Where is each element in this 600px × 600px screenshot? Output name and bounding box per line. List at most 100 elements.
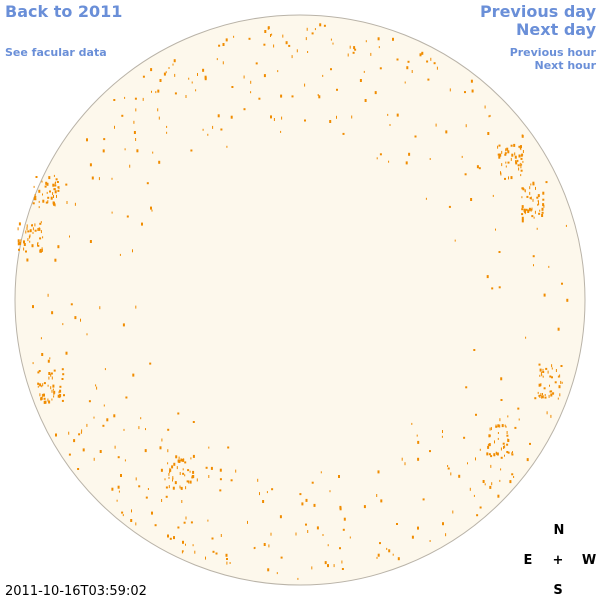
facula-speck: [521, 205, 524, 209]
facula-speck: [534, 397, 537, 400]
facula-speck: [182, 468, 184, 471]
facula-speck: [498, 153, 501, 157]
facula-speck: [504, 445, 506, 449]
facula-speck: [57, 186, 60, 189]
facula-speck: [158, 116, 160, 120]
facula-speck: [178, 460, 181, 463]
facula-speck: [560, 380, 562, 384]
next-hour-link[interactable]: Next hour: [535, 59, 597, 72]
facula-speck: [558, 385, 561, 389]
facula-speck: [498, 251, 501, 253]
facula-speck: [258, 97, 261, 100]
facula-speck: [29, 229, 32, 233]
facula-speck: [176, 466, 178, 470]
facula-speck: [518, 145, 521, 148]
facula-speck: [507, 439, 510, 442]
facula-speck: [18, 248, 20, 251]
facula-speck: [504, 424, 506, 427]
facula-speck: [502, 442, 505, 445]
facula-speck: [548, 394, 550, 398]
facula-speck: [96, 386, 98, 390]
facula-speck: [322, 74, 324, 77]
facula-speck: [52, 388, 54, 391]
facula-speck: [166, 131, 168, 134]
facula-speck: [42, 236, 44, 239]
previous-day-link[interactable]: Previous day: [480, 2, 597, 21]
facula-speck: [486, 275, 489, 279]
facula-speck: [497, 494, 500, 498]
facula-speck: [78, 433, 81, 436]
facula-speck: [548, 265, 550, 268]
facula-speck: [17, 242, 20, 246]
facula-speck: [520, 145, 522, 149]
next-day-link[interactable]: Next day: [516, 20, 597, 39]
facula-speck: [210, 466, 213, 470]
facula-speck: [59, 396, 61, 399]
facula-speck: [330, 68, 332, 71]
facula-speck: [487, 443, 489, 446]
facula-speck: [44, 185, 47, 188]
facula-speck: [538, 383, 541, 387]
facula-speck: [52, 384, 55, 388]
facula-speck: [161, 438, 163, 442]
facular-link[interactable]: See facular data: [5, 46, 107, 59]
facula-speck: [45, 201, 48, 204]
facula-speck: [380, 499, 383, 503]
facula-speck: [32, 227, 34, 231]
facula-speck: [268, 544, 270, 548]
facula-speck: [351, 115, 353, 119]
facula-speck: [194, 550, 196, 554]
facula-speck: [426, 60, 429, 63]
facula-speck: [542, 371, 545, 373]
facula-speck: [95, 384, 97, 387]
facula-speck: [537, 203, 539, 206]
facula-speck: [510, 176, 513, 180]
facula-speck: [74, 316, 77, 320]
facula-speck: [267, 568, 270, 572]
facula-speck: [476, 514, 479, 517]
facula-speck: [180, 458, 183, 462]
facula-speck: [98, 177, 100, 181]
facula-speck: [501, 163, 503, 167]
facula-speck: [147, 488, 149, 490]
facula-speck: [18, 222, 21, 226]
facula-speck: [404, 81, 406, 84]
facula-speck: [31, 244, 34, 248]
facula-speck: [255, 62, 258, 65]
facula-speck: [305, 523, 307, 526]
facula-speck: [522, 150, 524, 153]
facula-speck: [26, 258, 29, 262]
facula-speck: [392, 37, 394, 41]
facula-speck: [285, 41, 288, 45]
facula-speck: [427, 78, 430, 81]
facula-speck: [183, 521, 186, 524]
facula-speck: [511, 453, 514, 456]
facula-speck: [491, 482, 493, 486]
facula-speck: [525, 208, 528, 211]
facula-speck: [557, 327, 560, 331]
facula-speck: [306, 27, 308, 31]
facula-speck: [507, 150, 510, 154]
back-link[interactable]: Back to 2011: [5, 2, 122, 21]
facula-speck: [386, 547, 388, 550]
previous-hour-link[interactable]: Previous hour: [510, 46, 597, 59]
facula-speck: [54, 190, 57, 194]
facula-speck: [376, 556, 378, 559]
facula-speck: [505, 165, 507, 168]
facula-speck: [135, 138, 137, 141]
facula-speck: [247, 520, 248, 524]
facula-speck: [520, 154, 523, 157]
facula-speck: [114, 125, 115, 129]
facula-speck: [488, 443, 491, 447]
facula-speck: [219, 489, 222, 492]
facula-speck: [510, 144, 513, 147]
facula-speck: [499, 418, 501, 422]
facula-speck: [336, 115, 337, 119]
facula-speck: [532, 255, 535, 258]
facula-speck: [541, 214, 544, 217]
facula-speck: [50, 386, 52, 390]
facula-speck: [182, 540, 184, 544]
facula-speck: [448, 205, 451, 208]
facula-speck: [336, 88, 338, 91]
